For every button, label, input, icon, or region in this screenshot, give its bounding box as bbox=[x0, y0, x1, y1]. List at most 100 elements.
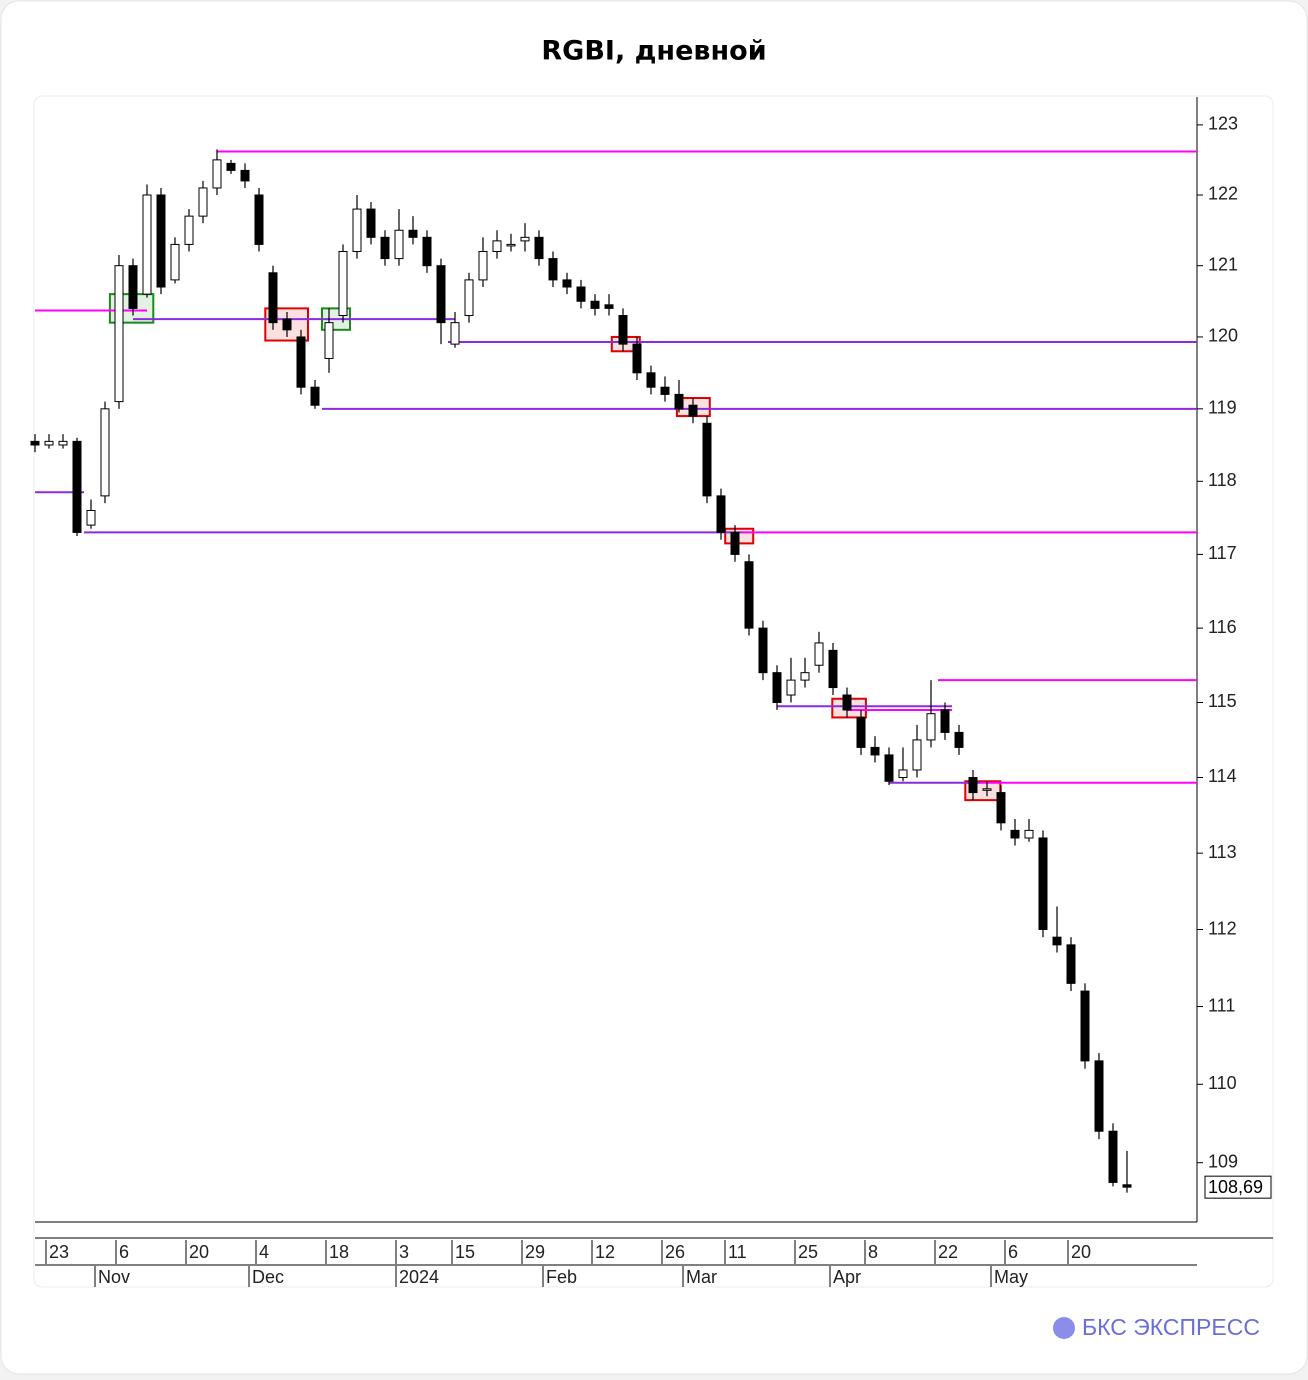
y-tick-label: 116 bbox=[1208, 617, 1237, 637]
y-tick-label: 119 bbox=[1208, 398, 1237, 418]
candle-body bbox=[72, 440, 82, 533]
candle-body bbox=[884, 754, 894, 782]
x-tick-label: 22 bbox=[938, 1242, 958, 1262]
candle-body bbox=[268, 272, 278, 324]
candle-body bbox=[30, 440, 40, 446]
candle-body bbox=[954, 731, 964, 748]
candle-body bbox=[786, 679, 796, 696]
x-tick-label: 6 bbox=[119, 1242, 129, 1262]
y-tick-label: 123 bbox=[1208, 114, 1238, 134]
month-tick-label: Mar bbox=[686, 1267, 717, 1287]
candle-body bbox=[366, 208, 376, 238]
plot-frame bbox=[33, 95, 1274, 1288]
candle-body bbox=[1066, 944, 1076, 984]
candle-body bbox=[926, 713, 936, 741]
x-tick-label: 15 bbox=[455, 1242, 475, 1262]
candle-body bbox=[436, 265, 446, 324]
candle-body bbox=[520, 236, 530, 242]
candle-body bbox=[464, 279, 474, 317]
candle-body bbox=[548, 258, 558, 281]
candle-body bbox=[142, 194, 152, 295]
candle-body bbox=[1052, 936, 1062, 946]
candle-body bbox=[534, 236, 544, 260]
y-tick-label: 114 bbox=[1208, 766, 1237, 786]
candle-body bbox=[170, 243, 180, 281]
y-tick-label: 118 bbox=[1208, 470, 1237, 490]
x-tick-label: 29 bbox=[525, 1242, 545, 1262]
candle-body bbox=[282, 318, 292, 331]
month-tick-label: Dec bbox=[252, 1267, 284, 1287]
candle-body bbox=[1094, 1060, 1104, 1132]
candle-body bbox=[604, 304, 614, 309]
candle-body bbox=[58, 440, 68, 446]
candle-body bbox=[1038, 837, 1048, 931]
candle-body bbox=[968, 776, 978, 794]
y-tick-label: 122 bbox=[1208, 184, 1238, 204]
x-tick-label: 18 bbox=[329, 1242, 349, 1262]
candle-body bbox=[618, 315, 628, 345]
month-tick-label: May bbox=[994, 1267, 1028, 1287]
candle-body bbox=[226, 162, 236, 171]
candle-body bbox=[338, 251, 348, 317]
candle-body bbox=[324, 322, 334, 359]
x-tick-label: 20 bbox=[189, 1242, 209, 1262]
candle-body bbox=[730, 531, 740, 555]
candle-body bbox=[912, 739, 922, 771]
candle-body bbox=[86, 509, 96, 526]
last-value-label: 108,69 bbox=[1208, 1177, 1263, 1197]
candle-body bbox=[240, 169, 250, 182]
candle-body bbox=[716, 495, 726, 533]
candle-body bbox=[772, 672, 782, 703]
month-tick-label: Apr bbox=[833, 1267, 861, 1287]
x-tick-label: 12 bbox=[595, 1242, 615, 1262]
logo-icon bbox=[1053, 1317, 1075, 1339]
candle-body bbox=[408, 229, 418, 238]
month-tick-label: Feb bbox=[546, 1267, 577, 1287]
candle-body bbox=[996, 792, 1006, 824]
candle-body bbox=[450, 322, 460, 345]
candle-body bbox=[1080, 990, 1090, 1062]
x-tick-label: 11 bbox=[728, 1242, 747, 1262]
candle-body bbox=[1122, 1184, 1132, 1188]
candle-body bbox=[562, 279, 572, 288]
candle-body bbox=[380, 236, 390, 260]
y-tick-label: 121 bbox=[1208, 254, 1238, 274]
candle-body bbox=[702, 422, 712, 497]
plot: 1091101111121131141151161171181191201211… bbox=[30, 97, 1273, 1287]
candle-body bbox=[422, 236, 432, 267]
candle-body bbox=[254, 194, 264, 245]
candle-body bbox=[1010, 829, 1020, 839]
candle-body bbox=[394, 229, 404, 260]
chart-title: RGBI, дневной bbox=[541, 36, 766, 67]
candle-body bbox=[856, 716, 866, 748]
y-tick-label: 115 bbox=[1208, 691, 1237, 711]
candle-body bbox=[296, 336, 306, 388]
candle-body bbox=[1024, 829, 1034, 839]
x-tick-label: 20 bbox=[1071, 1242, 1091, 1262]
candle-body bbox=[310, 386, 320, 406]
x-tick-label: 4 bbox=[259, 1242, 269, 1262]
candle-body bbox=[646, 372, 656, 388]
candle-body bbox=[660, 386, 670, 395]
candle-body bbox=[198, 187, 208, 217]
y-tick-label: 113 bbox=[1208, 842, 1237, 862]
x-tick-label: 26 bbox=[665, 1242, 685, 1262]
candle-body bbox=[478, 251, 488, 281]
candle-body bbox=[744, 561, 754, 629]
month-tick-label: Nov bbox=[98, 1267, 130, 1287]
candle-body bbox=[632, 343, 642, 374]
y-tick-label: 109 bbox=[1208, 1151, 1238, 1171]
y-tick-label: 110 bbox=[1208, 1073, 1237, 1093]
brand: БКС ЭКСПРЕСС bbox=[1082, 1314, 1260, 1340]
candle-body bbox=[982, 788, 992, 791]
candle-body bbox=[814, 642, 824, 666]
candle-body bbox=[828, 649, 838, 689]
candle-body bbox=[128, 265, 138, 309]
candle-body bbox=[352, 208, 362, 253]
candle-body bbox=[100, 408, 110, 497]
candle-body bbox=[800, 672, 810, 681]
month-tick-label: 2024 bbox=[399, 1267, 439, 1287]
x-tick-label: 6 bbox=[1008, 1242, 1018, 1262]
candle-body bbox=[184, 215, 194, 245]
